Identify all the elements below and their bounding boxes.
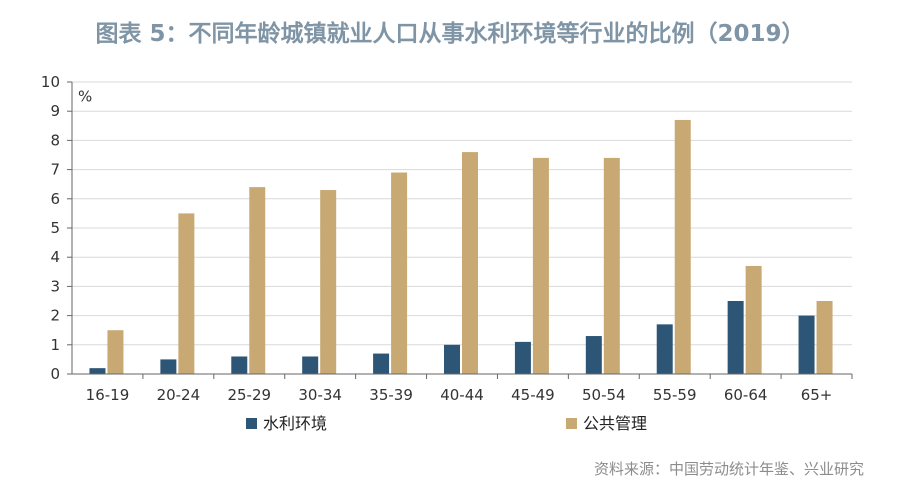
legend: 水利环境 公共管理 [246,414,647,433]
y-tick-label: 7 [50,161,60,179]
x-tick-label: 50-54 [582,386,626,404]
bar-water-env [302,356,319,374]
legend-label: 水利环境 [263,414,327,433]
y-unit-label: % [78,88,92,106]
x-tick-label: 20-24 [157,386,201,404]
x-tick-label: 65+ [801,386,833,404]
bar-water-env [514,341,531,374]
x-axis-ticks: 16-19 20-24 25-29 30-34 35-39 40-44 45-49 50-54… [86,374,853,404]
x-tick-label: 40-44 [440,386,484,404]
bar-public-admin [745,265,762,374]
bar-public-admin [107,330,124,374]
bar-public-admin [603,157,620,374]
bar-water-env [585,336,602,374]
x-tick-label: 30-34 [298,386,342,404]
bar-water-env [727,301,744,374]
y-tick-label: 9 [50,102,60,120]
y-axis-ticks: 0 1 2 3 4 5 6 7 8 9 10 [41,73,72,383]
bar-public-admin [462,152,478,374]
bars [89,119,833,375]
source-note: 资料来源：中国劳动统计年鉴、兴业研究 [593,460,864,478]
y-tick-label: 0 [50,365,60,383]
y-tick-label: 5 [50,219,60,237]
bar-public-admin [674,119,691,375]
legend-swatch [566,418,577,429]
x-tick-label: 60-64 [724,386,768,404]
bar-water-env [231,356,248,374]
y-tick-label: 10 [41,73,60,91]
bar-public-admin [391,172,408,374]
legend-label: 公共管理 [583,414,647,433]
bar-public-admin [178,213,195,374]
y-tick-label: 8 [50,131,60,149]
x-tick-label: 16-19 [86,386,130,404]
bar-public-admin [249,187,266,374]
x-tick-label: 45-49 [511,386,555,404]
y-tick-label: 3 [50,277,60,295]
y-tick-label: 6 [50,190,60,208]
y-tick-label: 2 [50,307,60,325]
x-tick-label: 35-39 [369,386,413,404]
bar-water-env [444,344,460,374]
bar-water-env [373,353,390,374]
chart-title: 图表 5：不同年龄城镇就业人口从事水利环境等行业的比例（2019） [95,21,805,47]
bar-public-admin [816,301,833,374]
x-tick-label: 25-29 [227,386,271,404]
bar-public-admin [320,190,337,374]
y-tick-label: 4 [50,248,60,266]
bar-water-env [656,324,673,374]
bar-water-env [160,359,177,374]
bar-water-env [89,368,106,374]
bar-public-admin [532,157,549,374]
x-tick-label: 55-59 [653,386,697,404]
y-tick-label: 1 [50,336,60,354]
legend-swatch [246,418,257,429]
bar-water-env [798,315,815,374]
